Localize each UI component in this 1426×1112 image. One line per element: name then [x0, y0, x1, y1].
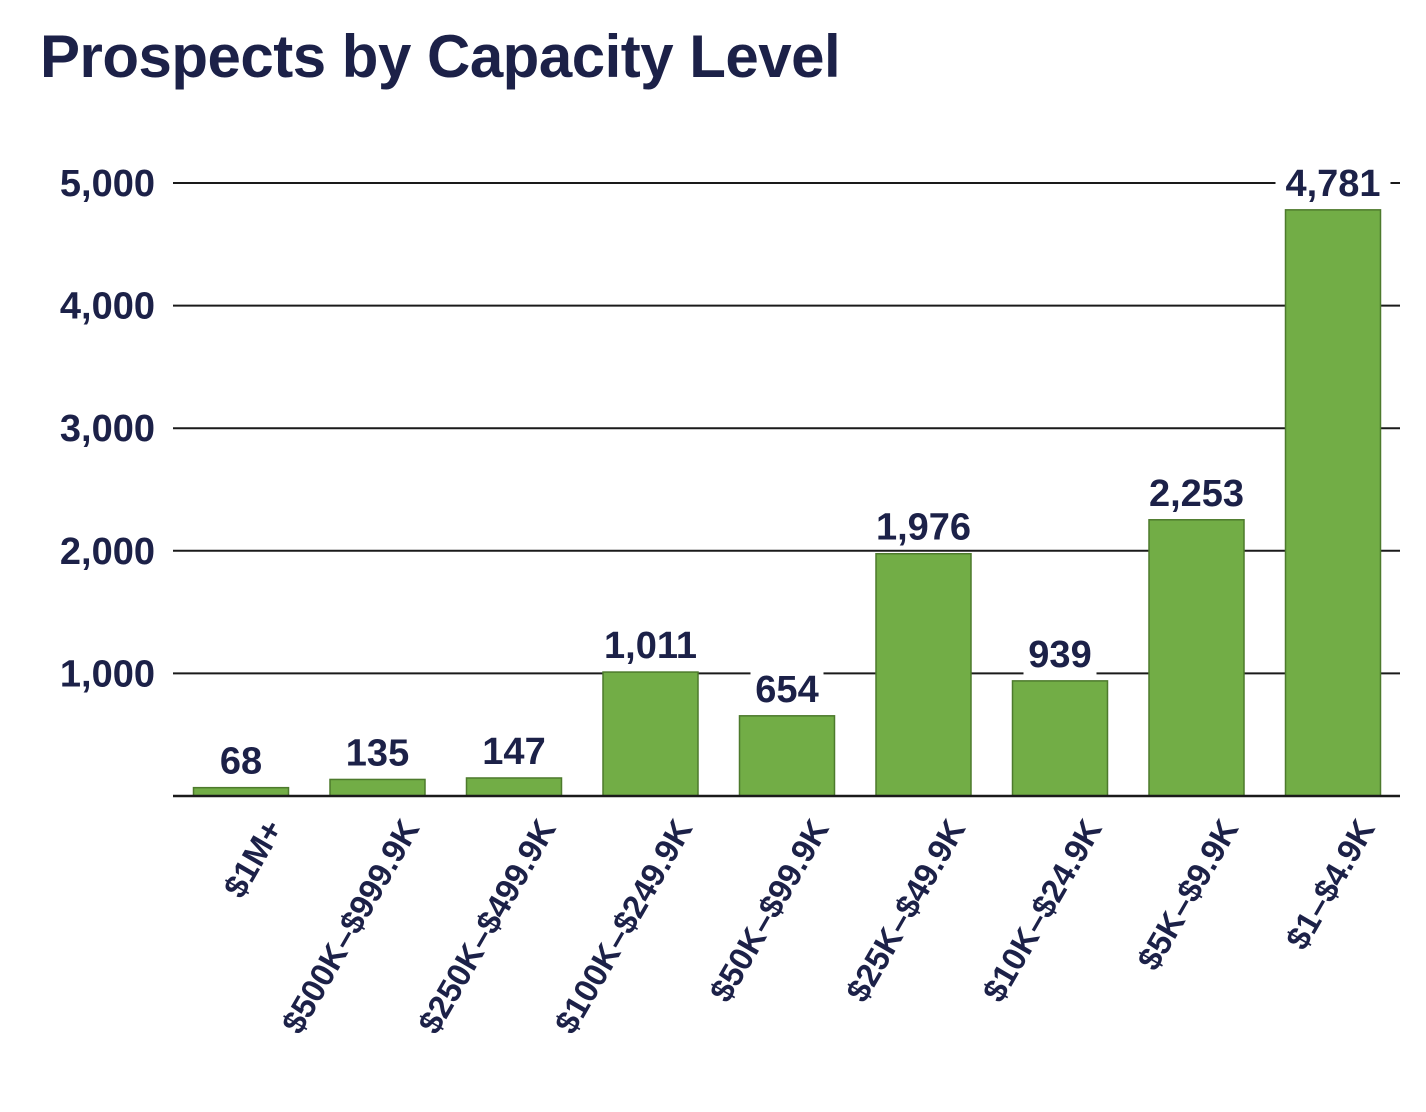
data-labels: 68 135 147 1,011 654 1,976 939 2,253 4,781: [215, 159, 1391, 783]
data-label-background: [341, 729, 414, 774]
data-label-background: [1275, 159, 1391, 204]
y-tick-label: 1,000: [60, 653, 155, 695]
data-label: 1,011: [604, 625, 697, 667]
bar: [875, 552, 972, 797]
bar: [602, 671, 699, 797]
data-label-background: [750, 665, 824, 710]
x-tick-label: $10K–$24.9K: [975, 813, 1109, 1008]
bar: [1011, 680, 1109, 797]
x-tick-label: $500K–$999.9K: [274, 813, 426, 1040]
data-label-background: [477, 727, 551, 772]
x-tick-label: $5K–$9.9K: [1130, 813, 1246, 976]
y-tick-label: 2,000: [60, 531, 155, 573]
data-label: 1,976: [876, 507, 971, 549]
x-tick-label: $1M+: [216, 813, 290, 904]
y-tick-label: 3,000: [60, 408, 155, 450]
data-label-background: [1139, 469, 1254, 514]
x-tick-label: $100K–$249.9K: [547, 813, 699, 1040]
bar: [329, 778, 426, 797]
data-label-background: [1023, 630, 1097, 675]
x-tick-label: $1–$4.9K: [1278, 813, 1382, 956]
x-tick-label: $50K–$99.9K: [702, 813, 836, 1008]
data-label-background: [866, 503, 981, 548]
data-label: 2,253: [1149, 473, 1244, 515]
data-label: 68: [220, 741, 262, 783]
chart-title: Prospects by Capacity Level: [40, 23, 841, 90]
y-axis-ticks: 1,000 2,000 3,000 4,000 5,000: [60, 163, 155, 695]
data-label: 939: [1028, 634, 1091, 676]
data-label: 654: [755, 669, 818, 711]
bar: [465, 777, 563, 797]
data-label-background: [593, 622, 708, 667]
x-tick-label: $250K–$499.9K: [411, 813, 563, 1040]
data-label: 135: [346, 732, 409, 774]
bar: [1284, 209, 1382, 797]
x-tick-label: $25K–$49.9K: [838, 813, 972, 1008]
y-tick-label: 4,000: [60, 286, 155, 328]
bars: [192, 209, 1382, 797]
x-axis-ticks: $1M+$500K–$999.9K$250K–$499.9K$100K–$249…: [216, 813, 1382, 1040]
bar: [738, 715, 836, 797]
bar: [1148, 519, 1245, 797]
data-label-background: [215, 737, 267, 782]
data-label: 147: [482, 731, 545, 773]
data-label: 4,781: [1285, 163, 1380, 205]
bar: [192, 786, 290, 797]
y-tick-label: 5,000: [60, 163, 155, 205]
